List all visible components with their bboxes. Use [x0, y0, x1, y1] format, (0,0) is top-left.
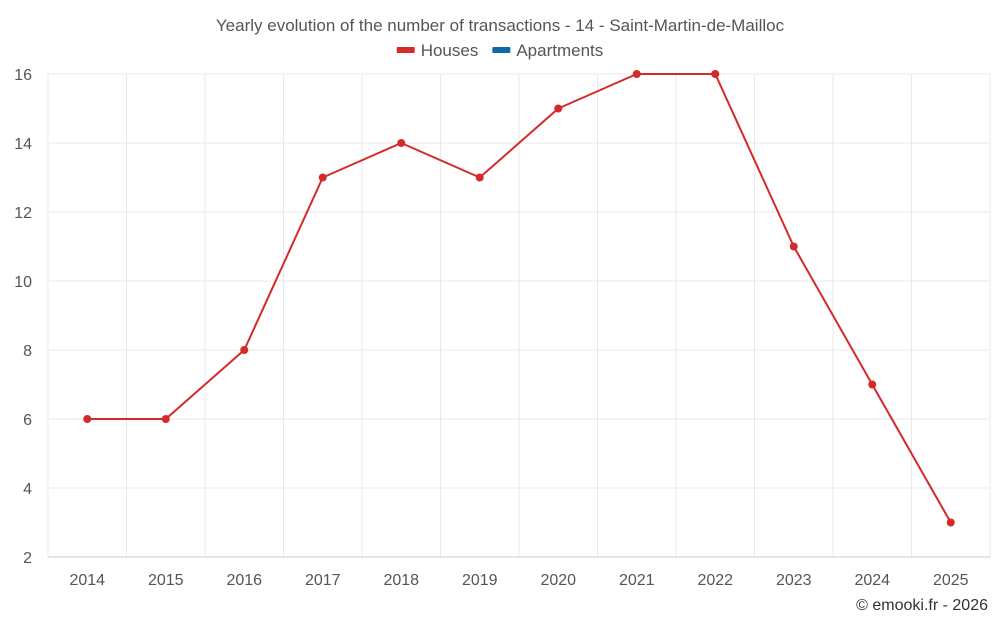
series-layer	[83, 70, 955, 527]
y-tick-label: 2	[23, 550, 32, 567]
y-tick-label: 8	[23, 343, 32, 360]
credit-text: © emooki.fr - 2026	[856, 597, 988, 614]
legend-label: Houses	[421, 41, 479, 60]
y-tick-label: 14	[14, 136, 32, 153]
y-tick-label: 6	[23, 412, 32, 429]
legend-label: Apartments	[516, 41, 603, 60]
x-tick-label: 2018	[383, 572, 419, 589]
x-tick-label: 2015	[148, 572, 184, 589]
x-tick-label: 2024	[854, 572, 890, 589]
data-point[interactable]	[711, 70, 720, 78]
x-tick-label: 2022	[697, 572, 733, 589]
data-point[interactable]	[868, 380, 877, 389]
x-tick-label: 2019	[462, 572, 498, 589]
series-line-houses	[87, 73, 952, 523]
data-point[interactable]	[161, 415, 170, 423]
x-tick-label: 2017	[305, 572, 341, 589]
x-tick-label: 2020	[540, 572, 576, 589]
x-tick-label: 2025	[933, 572, 969, 589]
data-point[interactable]	[397, 139, 406, 147]
data-point[interactable]	[789, 242, 798, 251]
grid	[47, 73, 991, 557]
axes: 2 4 6 8 10 12 14 16 2014 2015 2016 2017 2018 2019 2020…	[14, 67, 990, 589]
legend-swatch	[396, 47, 415, 53]
x-tick-label: 2021	[619, 572, 655, 589]
y-tick-label: 4	[23, 481, 32, 498]
data-point[interactable]	[632, 70, 641, 78]
chart-title: Yearly evolution of the number of transa…	[216, 16, 785, 35]
y-tick-label: 10	[14, 274, 32, 291]
x-tick-label: 2014	[69, 572, 105, 589]
legend: Houses Apartments	[396, 41, 603, 60]
legend-item-houses[interactable]: Houses	[396, 41, 479, 60]
data-point[interactable]	[946, 518, 955, 527]
legend-item-apartments[interactable]: Apartments	[492, 41, 603, 60]
data-point[interactable]	[240, 346, 249, 354]
data-point[interactable]	[475, 173, 484, 182]
x-tick-label: 2016	[226, 572, 262, 589]
legend-swatch	[492, 47, 511, 53]
data-point[interactable]	[554, 104, 563, 113]
data-point[interactable]	[318, 173, 327, 182]
y-tick-label: 12	[14, 205, 32, 222]
data-point[interactable]	[83, 415, 92, 423]
x-tick-label: 2023	[776, 572, 812, 589]
y-tick-label: 16	[14, 67, 32, 84]
